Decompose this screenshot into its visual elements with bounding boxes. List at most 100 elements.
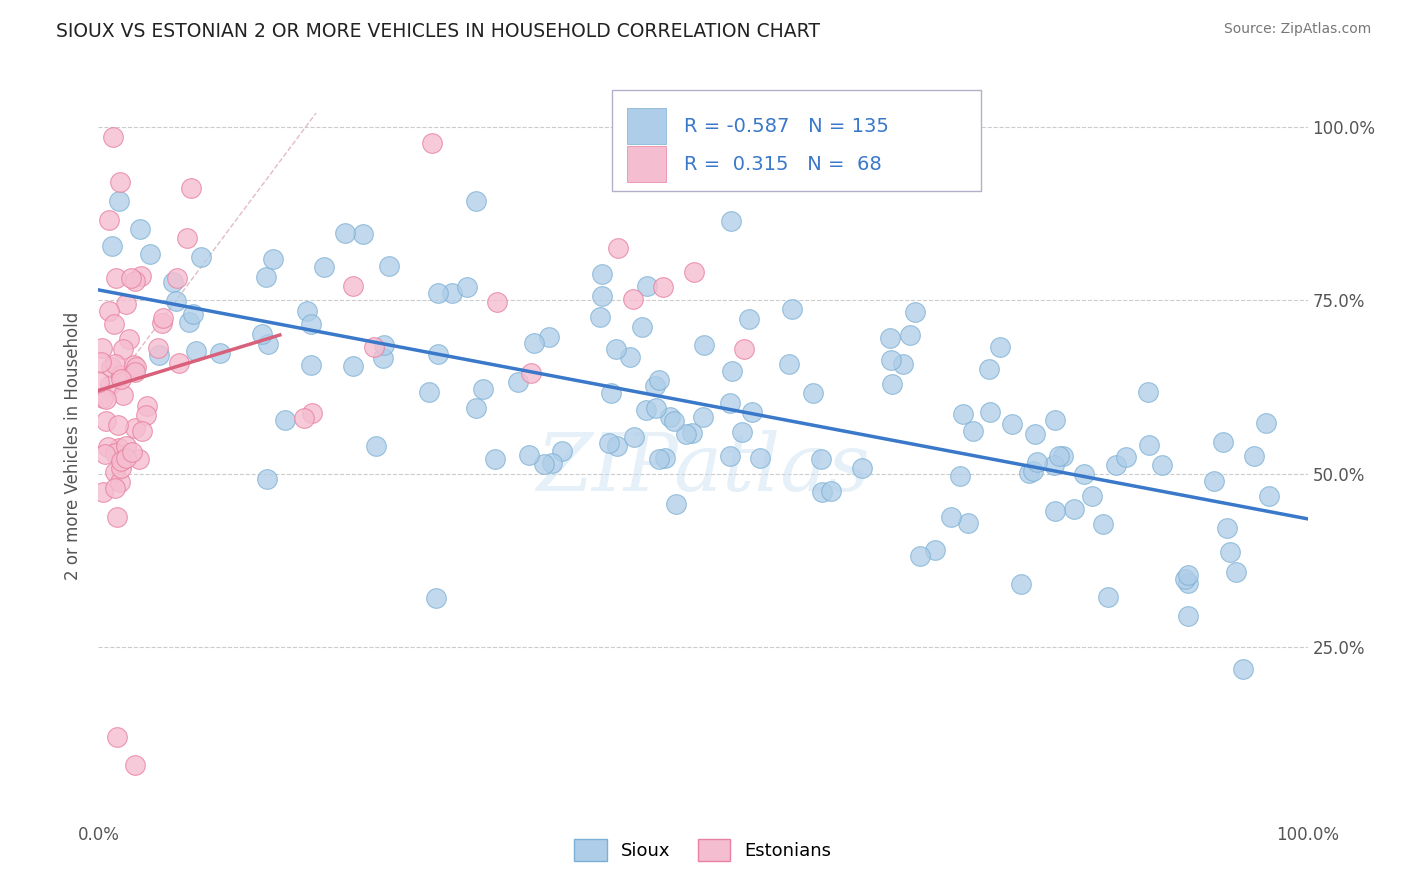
Point	[122, 358, 145, 372]
Point	[484, 452, 506, 467]
Point	[737, 311, 759, 326]
Point	[1092, 517, 1115, 532]
Point	[108, 194, 131, 209]
Point	[91, 485, 114, 500]
Point	[124, 421, 146, 435]
Point	[749, 450, 772, 465]
Point	[778, 357, 800, 371]
Point	[605, 342, 627, 356]
Point	[1043, 413, 1066, 427]
Point	[1177, 568, 1199, 582]
Point	[908, 549, 931, 564]
Point	[891, 357, 914, 371]
Point	[299, 317, 322, 331]
Point	[1212, 434, 1234, 449]
Point	[1137, 437, 1160, 451]
Point	[90, 341, 112, 355]
Point	[718, 395, 741, 409]
Point	[956, 516, 979, 530]
Point	[681, 425, 703, 440]
Point	[256, 473, 278, 487]
Point	[904, 305, 927, 319]
Point	[98, 378, 121, 392]
Point	[1097, 590, 1119, 604]
Legend: Sioux, Estonians: Sioux, Estonians	[567, 831, 839, 868]
Point	[121, 445, 143, 459]
Point	[589, 310, 612, 324]
Point	[257, 337, 280, 351]
Point	[898, 327, 921, 342]
Point	[977, 362, 1000, 376]
Point	[630, 319, 652, 334]
Point	[105, 731, 128, 745]
Point	[1258, 490, 1281, 504]
Point	[652, 280, 675, 294]
Point	[636, 279, 658, 293]
Point	[103, 482, 125, 496]
Point	[648, 451, 671, 466]
Point	[1243, 449, 1265, 463]
Point	[623, 430, 645, 444]
Point	[129, 222, 152, 236]
Point	[115, 297, 138, 311]
Point	[274, 413, 297, 427]
Point	[128, 452, 150, 467]
Point	[190, 250, 212, 264]
Point	[733, 343, 755, 357]
Point	[96, 414, 118, 428]
Point	[420, 136, 443, 151]
Point	[718, 449, 741, 463]
Point	[111, 388, 134, 402]
Point	[1254, 416, 1277, 430]
Text: Source: ZipAtlas.com: Source: ZipAtlas.com	[1223, 22, 1371, 37]
Point	[979, 405, 1001, 419]
Point	[124, 275, 146, 289]
Point	[148, 341, 170, 355]
Point	[1047, 450, 1070, 464]
Point	[720, 214, 742, 228]
Point	[538, 329, 561, 343]
Point	[880, 377, 903, 392]
Point	[645, 401, 668, 415]
Point	[108, 442, 131, 456]
Point	[1232, 662, 1254, 676]
Point	[373, 337, 395, 351]
Point	[648, 373, 671, 387]
Point	[104, 466, 127, 480]
Point	[115, 451, 138, 466]
Point	[731, 425, 754, 439]
Point	[551, 444, 574, 458]
Point	[342, 359, 364, 373]
Point	[131, 424, 153, 438]
Point	[110, 372, 132, 386]
Point	[879, 331, 901, 345]
Point	[135, 409, 157, 423]
Point	[97, 440, 120, 454]
Point	[607, 241, 630, 255]
Point	[456, 280, 478, 294]
Point	[598, 436, 620, 450]
Point	[162, 276, 184, 290]
Point	[1115, 450, 1137, 465]
Point	[110, 368, 132, 383]
Point	[166, 271, 188, 285]
Point	[1174, 572, 1197, 586]
Point	[523, 336, 546, 351]
Point	[1018, 466, 1040, 480]
Point	[252, 327, 274, 342]
Point	[721, 364, 744, 378]
Point	[591, 267, 613, 281]
Point	[150, 316, 173, 330]
Point	[600, 386, 623, 401]
Point	[100, 360, 122, 375]
Point	[1043, 458, 1066, 472]
Point	[93, 391, 115, 405]
Point	[135, 399, 157, 413]
Point	[952, 407, 974, 421]
Point	[254, 270, 277, 285]
Point	[110, 453, 132, 467]
Point	[426, 347, 449, 361]
Point	[104, 357, 127, 371]
Point	[176, 230, 198, 244]
Point	[471, 382, 494, 396]
